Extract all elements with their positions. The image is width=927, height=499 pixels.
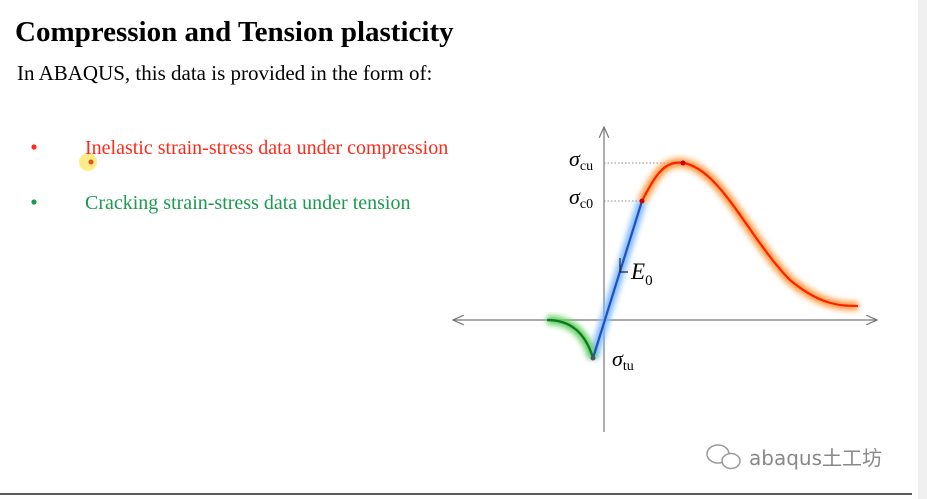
label-sigma-tu: σtu [612, 346, 634, 374]
label-symbol: E [630, 259, 645, 284]
stress-strain-diagram: σcu σc0 E0 σtu [453, 127, 877, 432]
yield-point [639, 198, 645, 204]
side-margin [918, 0, 927, 499]
slope-triangle [619, 258, 628, 273]
bullet-dot [31, 144, 37, 150]
cursor-highlight [79, 153, 97, 171]
label-subscript: c0 [580, 197, 593, 212]
label-subscript: tu [623, 359, 634, 374]
label-symbol: σ [612, 346, 624, 371]
label-sigma-c0: σc0 [569, 184, 593, 212]
wechat-icon [721, 452, 741, 470]
label-e0: E0 [630, 259, 653, 289]
cursor-dot [88, 159, 94, 165]
compression-curve [641, 161, 859, 308]
bullet-text: Inelastic strain-stress data under compr… [85, 137, 448, 159]
label-symbol: σ [569, 184, 581, 209]
label-sigma-cu: σcu [569, 146, 593, 174]
bullet-list: Inelastic strain-stress data under compr… [31, 137, 448, 214]
title: Compression and Tension plasticity [15, 16, 454, 48]
peak-point [680, 160, 686, 166]
tension-curve [546, 318, 595, 359]
label-symbol: σ [569, 146, 581, 171]
watermark: abaqus土工坊 [706, 444, 882, 470]
subtitle: In ABAQUS, this data is provided in the … [17, 61, 432, 85]
label-subscript: cu [580, 159, 593, 174]
bullet-dot [31, 199, 37, 205]
elastic-line [591, 200, 644, 359]
bullet-text: Cracking strain-stress data under tensio… [85, 192, 410, 214]
compression-glow [637, 158, 859, 311]
label-subscript: 0 [645, 273, 653, 289]
watermark-text: abaqus土工坊 [749, 446, 882, 470]
tension-peak-point [590, 355, 596, 361]
